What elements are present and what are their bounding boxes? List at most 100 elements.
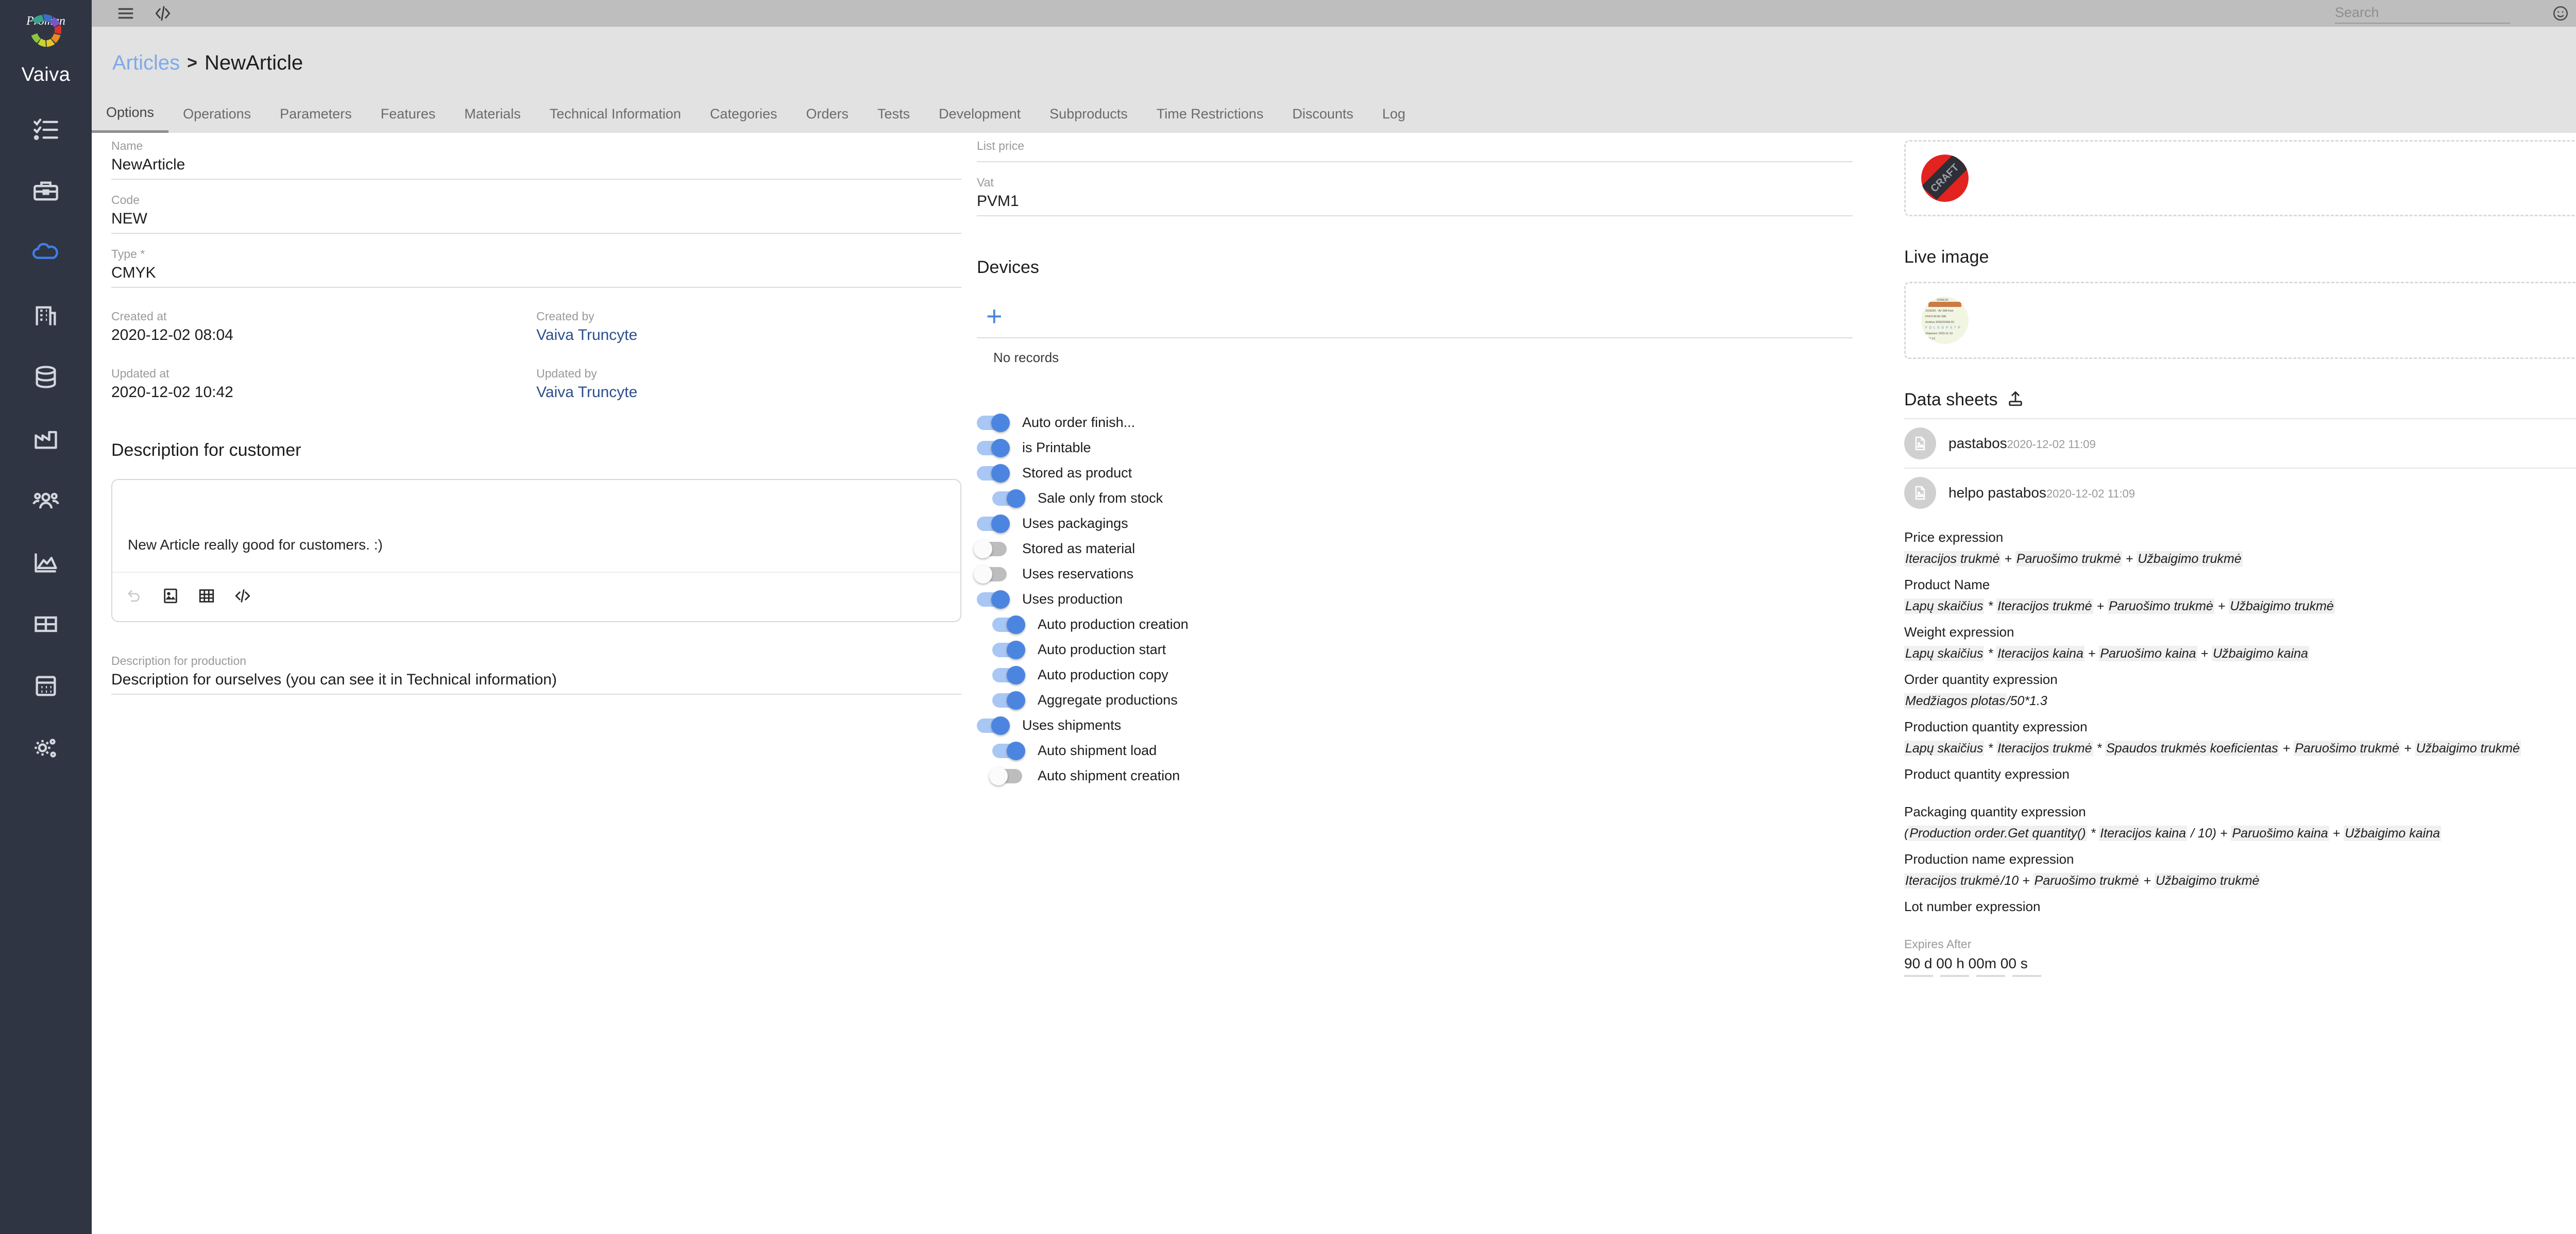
field-list-price[interactable]: List price (977, 139, 1853, 162)
tab-options[interactable]: Options (92, 95, 169, 133)
tab-operations[interactable]: Operations (183, 106, 251, 122)
breadcrumb-separator: > (187, 53, 197, 73)
expression-token: Paruošimo trukmė (2033, 873, 2140, 888)
building-icon[interactable] (28, 297, 64, 333)
tab-time-restrictions[interactable]: Time Restrictions (1156, 106, 1264, 122)
checklist-icon[interactable] (28, 112, 64, 148)
toggle-row[interactable]: Auto shipment load (977, 738, 1853, 763)
search-input[interactable]: Search (2335, 3, 2510, 24)
updated-by-value[interactable]: Vaiva Truncyte (536, 384, 638, 401)
breadcrumb-parent-link[interactable]: Articles (112, 52, 180, 74)
main-image-dropzone[interactable]: CRAFT (1904, 140, 2576, 216)
toggle-row[interactable]: Sale only from stock (977, 486, 1853, 511)
toggle-switch[interactable] (992, 665, 1025, 684)
svg-text:P#41749 AV 398: P#41749 AV 398 (1925, 315, 1946, 318)
toggle-row[interactable]: Auto order finish... (977, 410, 1853, 435)
calculator-icon[interactable] (28, 668, 64, 704)
toggle-label: Uses production (1022, 591, 1123, 607)
smiley-icon[interactable] (2546, 0, 2575, 27)
field-type[interactable]: Type * CMYK (111, 247, 961, 288)
toggle-switch[interactable] (974, 539, 1007, 558)
toggle-switch[interactable] (992, 640, 1025, 659)
expression-operator: + (2084, 646, 2099, 661)
field-description-production[interactable]: Description for production Description f… (111, 654, 961, 695)
toggle-switch[interactable] (992, 691, 1025, 710)
undo-icon[interactable] (126, 587, 143, 607)
field-type-value: CMYK (111, 264, 156, 281)
toggle-switch[interactable] (977, 590, 1010, 609)
proman-logo: Proman (18, 3, 74, 59)
expression-label: Production quantity expression (1904, 719, 2088, 734)
settings-gears-icon[interactable] (2574, 69, 2576, 93)
factory-icon[interactable] (28, 421, 64, 457)
tab-development[interactable]: Development (939, 106, 1021, 122)
tab-categories[interactable]: Categories (709, 106, 777, 122)
toggle-row[interactable]: is Printable (977, 435, 1853, 460)
hamburger-icon[interactable] (111, 0, 140, 27)
toggle-row[interactable]: Auto production creation (977, 612, 1853, 637)
toggle-row[interactable]: Auto production copy (977, 662, 1853, 688)
tab-subproducts[interactable]: Subproducts (1049, 106, 1128, 122)
toggle-switch[interactable] (977, 413, 1010, 432)
toggle-knob (991, 438, 1010, 457)
image-icon[interactable] (162, 587, 179, 607)
expression-block: Production name expression Iteracijos tru… (1904, 851, 2576, 888)
toggle-switch[interactable] (974, 564, 1007, 584)
toggle-row[interactable]: Stored as product (977, 460, 1853, 486)
toggle-row[interactable]: Auto shipment creation (977, 763, 1853, 789)
expression-block: Product Name Lapų skaičius * Iteracijos t… (1904, 577, 2576, 614)
grid-icon[interactable] (28, 606, 64, 642)
description-customer-editor[interactable]: New Article really good for customers. :… (111, 479, 961, 622)
people-icon[interactable] (28, 483, 64, 519)
expression-token: Lapų skaičius (1904, 741, 1985, 756)
tab-materials[interactable]: Materials (464, 106, 521, 122)
toggle-row[interactable]: Aggregate productions (977, 688, 1853, 713)
toggle-row[interactable]: Stored as material (974, 536, 1853, 561)
tab-bar: Options Operations Parameters Features Mater… (92, 95, 2576, 133)
field-code[interactable]: Code NEW (111, 193, 961, 234)
toggle-switch[interactable] (989, 766, 1022, 785)
tab-technical-information[interactable]: Technical Information (549, 106, 681, 122)
toggle-switch[interactable] (977, 438, 1010, 457)
tab-orders[interactable]: Orders (806, 106, 849, 122)
tab-discounts[interactable]: Discounts (1292, 106, 1353, 122)
toolbox-icon[interactable] (28, 174, 64, 210)
toggle-row[interactable]: Uses shipments (977, 713, 1853, 738)
tab-parameters[interactable]: Parameters (280, 106, 352, 122)
toggle-row[interactable]: Uses packagings (977, 511, 1853, 536)
toggle-switch[interactable] (977, 716, 1010, 735)
created-at-label: Created at (111, 310, 167, 323)
toggle-switch[interactable] (992, 615, 1025, 634)
table-icon[interactable] (198, 587, 215, 607)
expression-operator: * (1984, 646, 1997, 661)
toggle-switch[interactable] (977, 514, 1010, 533)
toggle-row[interactable]: Uses reservations (974, 561, 1853, 587)
live-image-dropzone[interactable]: 22068,50 J#26242 - AV 398 Feel P#41749 A… (1904, 282, 2576, 359)
toggle-row[interactable]: Auto production start (977, 637, 1853, 662)
tab-features[interactable]: Features (380, 106, 436, 122)
created-by-value[interactable]: Vaiva Truncyte (536, 327, 638, 344)
devices-add-button[interactable]: + (977, 302, 1853, 337)
toggle-switch[interactable] (977, 464, 1010, 483)
upload-icon[interactable] (2007, 390, 2024, 410)
expression-operator: + (2122, 552, 2137, 566)
database-icon[interactable] (28, 359, 64, 395)
datasheet-row[interactable]: pastabos2020-12-02 11:09 (1904, 418, 2576, 468)
toggle-row[interactable]: Uses production (977, 587, 1853, 612)
area-chart-icon[interactable] (28, 544, 64, 580)
gears-icon[interactable] (28, 730, 64, 766)
datasheet-row[interactable]: helpo pastabos2020-12-02 11:09 (1904, 468, 2576, 517)
code-icon[interactable] (234, 587, 251, 607)
code-icon[interactable] (148, 0, 177, 27)
expires-after-field[interactable]: Expires After 90 d 00 h 00m 00 s (1904, 937, 2576, 977)
field-name[interactable]: Name NewArticle (111, 139, 961, 180)
expression-operator: * (2087, 826, 2099, 841)
cloud-icon[interactable] (28, 235, 64, 271)
tab-tests[interactable]: Tests (877, 106, 910, 122)
tab-log[interactable]: Log (1382, 106, 1405, 122)
expression-operator: * (1984, 599, 1997, 613)
field-vat[interactable]: Vat PVM1 (977, 176, 1853, 216)
toggle-switch[interactable] (992, 489, 1025, 508)
toggle-switch[interactable] (992, 741, 1025, 760)
expression-token: Production order.Get quantity() (1908, 826, 2087, 841)
